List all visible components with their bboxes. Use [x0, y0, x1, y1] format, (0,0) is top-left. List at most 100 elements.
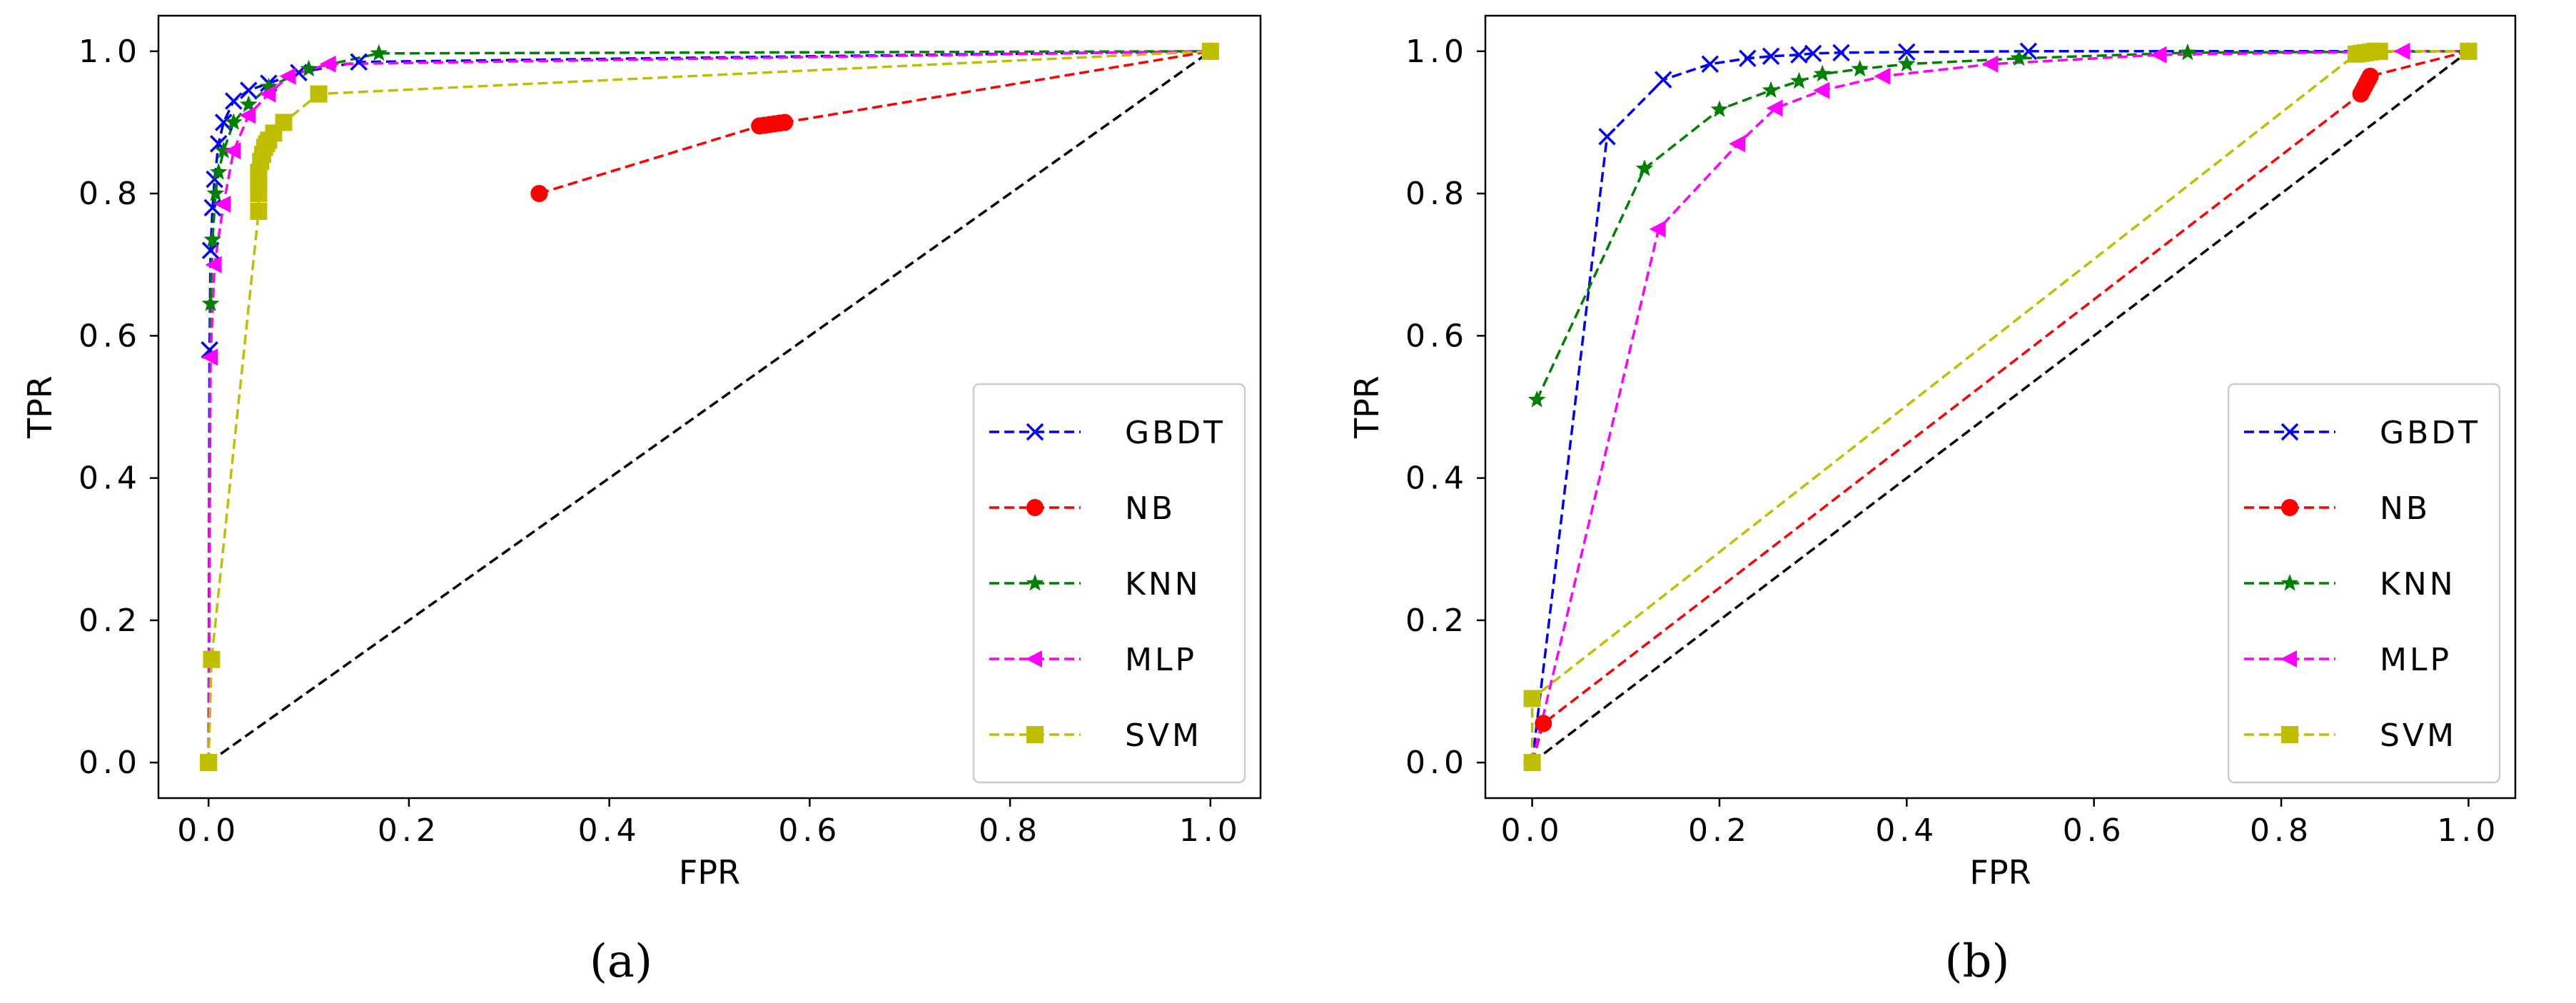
- data-point-mlp: [1981, 55, 1999, 73]
- legend-label: NB: [1125, 490, 1176, 527]
- data-point-knn: [240, 95, 258, 113]
- data-point-knn: [1635, 159, 1654, 176]
- series-line-knn: [1535, 50, 2469, 400]
- data-point-mlp: [1874, 67, 1891, 85]
- data-point-mlp: [259, 85, 276, 103]
- data-point-gbdt: [1739, 49, 1757, 68]
- data-point-nb: [2361, 67, 2379, 85]
- legend-item-gbdt: GBDT: [989, 415, 1223, 451]
- series-line-nb: [538, 50, 1211, 195]
- data-point-nb: [776, 114, 794, 131]
- x-tick-label: 0.0: [1501, 812, 1564, 849]
- data-point-knn: [1813, 64, 1832, 82]
- data-point-gbdt: [225, 92, 243, 110]
- x-axis-label: FPR: [679, 853, 740, 892]
- legend-label: NB: [2380, 490, 2430, 527]
- data-point-knn: [201, 294, 220, 311]
- data-point-mlp: [214, 196, 231, 213]
- x-tick-label: 1.0: [1179, 812, 1242, 849]
- legend-marker-svm: [2281, 726, 2298, 743]
- axes-frame: [157, 14, 1262, 800]
- data-point-knn: [224, 113, 243, 130]
- legend-label: MLP: [1125, 642, 1197, 678]
- legend-marker-nb: [2281, 499, 2298, 516]
- x-tick-label: 0.0: [177, 812, 240, 849]
- data-point-knn: [370, 44, 388, 61]
- data-point-gbdt: [1762, 47, 1780, 66]
- plot-area: [199, 41, 1220, 772]
- legend-item-gbdt: GBDT: [2244, 415, 2480, 451]
- data-point-gbdt: [1898, 43, 1916, 61]
- y-axis-label: TPR: [21, 376, 59, 439]
- legend-item-mlp: MLP: [989, 642, 1197, 678]
- y-tick-label: 0.2: [1405, 603, 1468, 639]
- legend-label: KNN: [1125, 566, 1201, 603]
- panel-label: (a): [590, 935, 652, 988]
- legend: GBDT NB KNN MLP SVM: [2227, 383, 2501, 784]
- legend-item-mlp: MLP: [2244, 642, 2452, 678]
- data-point-mlp: [1649, 220, 1666, 238]
- data-point-svm: [2370, 42, 2388, 60]
- data-point-mlp: [1813, 81, 1830, 99]
- legend-label: GBDT: [2380, 415, 2480, 451]
- data-point-knn: [260, 77, 278, 95]
- data-point-mlp: [2393, 42, 2410, 60]
- legend-box: [2227, 383, 2501, 784]
- x-tick-label: 0.4: [1875, 812, 1938, 849]
- legend-marker-knn: [2280, 574, 2299, 591]
- data-point-mlp: [201, 348, 218, 366]
- data-point-mlp: [205, 256, 222, 273]
- x-tick-label: 0.8: [2250, 812, 2313, 849]
- data-point-knn: [1527, 390, 1546, 408]
- y-tick-label: 0.0: [1405, 745, 1468, 781]
- data-point-gbdt: [240, 81, 258, 99]
- y-tick-label: 0.6: [79, 318, 141, 354]
- data-point-svm: [200, 754, 218, 772]
- data-point-svm: [2460, 42, 2477, 60]
- data-point-svm: [1201, 42, 1219, 60]
- x-axis-label: FPR: [1969, 853, 2031, 892]
- y-tick-label: 1.0: [79, 34, 141, 70]
- data-point-gbdt: [350, 53, 368, 71]
- data-point-knn: [300, 59, 318, 77]
- y-tick-label: 1.0: [1405, 34, 1468, 70]
- data-point-svm: [275, 114, 293, 131]
- x-tick-label: 1.0: [2437, 812, 2500, 849]
- legend-marker-nb: [1026, 499, 1044, 516]
- legend-label: MLP: [2380, 642, 2452, 678]
- plot-area: [1522, 41, 2477, 772]
- panel-label: (b): [1945, 935, 2010, 988]
- x-tick-label: 0.6: [2063, 812, 2126, 849]
- legend-item-svm: SVM: [989, 717, 1202, 754]
- chance-diagonal-line: [208, 50, 1211, 764]
- data-point-knn: [1762, 81, 1780, 99]
- legend: GBDT NB KNN MLP SVM: [972, 383, 1246, 784]
- y-tick-label: 0.4: [1405, 460, 1468, 497]
- data-point-svm: [1523, 754, 1541, 772]
- data-point-svm: [203, 650, 221, 668]
- data-point-nb: [1535, 715, 1552, 732]
- data-point-knn: [1790, 71, 1808, 89]
- legend-marker-gbdt: [2280, 423, 2299, 441]
- data-point-svm: [250, 203, 268, 220]
- data-point-knn: [1710, 100, 1729, 117]
- data-point-mlp: [319, 55, 336, 73]
- y-tick-label: 0.0: [79, 745, 141, 781]
- data-point-mlp: [239, 106, 256, 124]
- legend-item-svm: SVM: [2244, 717, 2457, 754]
- y-tick-label: 0.4: [79, 460, 141, 497]
- legend-item-knn: KNN: [989, 566, 1201, 603]
- data-point-gbdt: [1790, 46, 1808, 64]
- data-point-knn: [214, 141, 233, 158]
- data-point-svm: [310, 85, 328, 103]
- data-point-gbdt: [1655, 71, 1672, 89]
- data-point-svm: [1523, 690, 1541, 707]
- data-point-mlp: [279, 67, 296, 85]
- legend-label: SVM: [1125, 717, 1202, 754]
- data-point-mlp: [2150, 46, 2167, 64]
- legend-item-nb: NB: [2244, 490, 2430, 527]
- x-tick-label: 0.2: [378, 812, 440, 849]
- legend-label: SVM: [2380, 717, 2457, 754]
- series-line-gbdt: [1530, 50, 2469, 763]
- y-tick-label: 0.2: [79, 603, 141, 639]
